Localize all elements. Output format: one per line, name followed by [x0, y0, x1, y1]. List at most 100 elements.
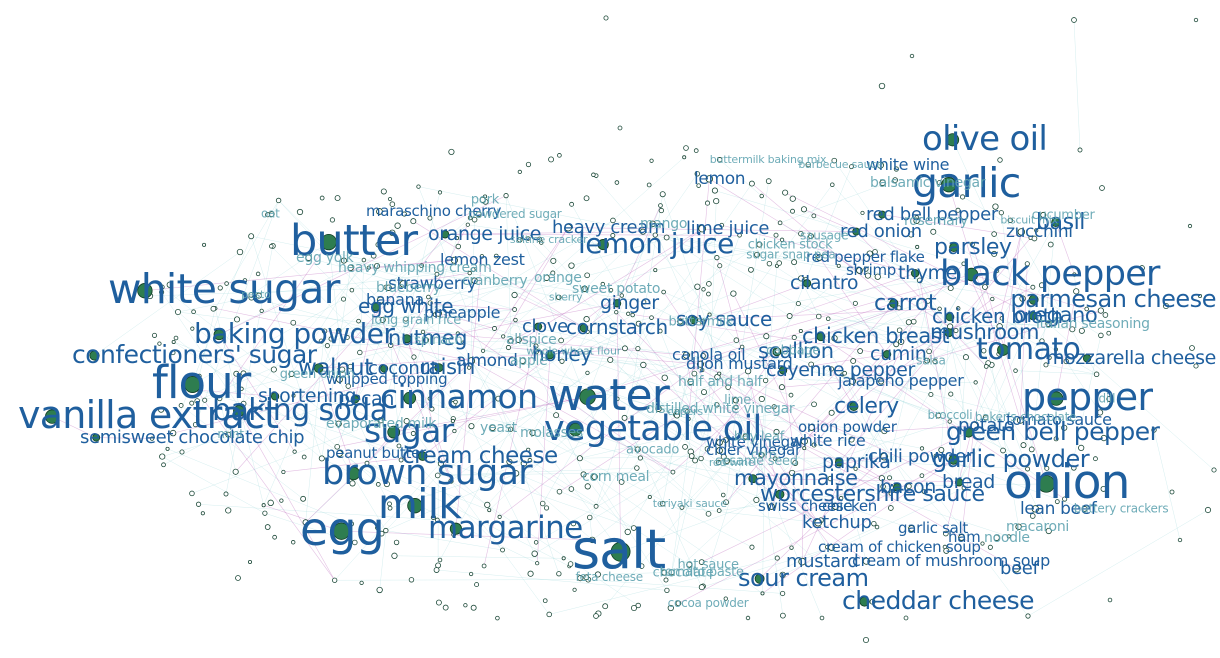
ingredient-node[interactable]	[449, 522, 462, 535]
ingredient-node[interactable]	[335, 420, 342, 427]
ingredient-node[interactable]	[399, 280, 407, 288]
ingredient-node[interactable]	[958, 534, 965, 541]
ingredient-node[interactable]	[371, 302, 381, 312]
ingredient-node[interactable]	[407, 498, 423, 514]
ingredient-node[interactable]	[387, 425, 401, 439]
ingredient-node[interactable]	[556, 294, 562, 301]
ingredient-node[interactable]	[336, 450, 343, 457]
ingredient-label[interactable]: cream of mushroom soup	[852, 551, 1050, 570]
ingredient-label[interactable]: raisin	[420, 355, 475, 379]
ingredient-node[interactable]	[963, 427, 974, 438]
ingredient-label[interactable]: lime	[724, 393, 751, 408]
ingredient-label[interactable]: swiss cheese	[758, 497, 853, 515]
ingredient-label[interactable]: zucchini	[1006, 222, 1073, 242]
ingredient-node[interactable]	[686, 561, 693, 568]
ingredient-label[interactable]: white wine	[866, 155, 950, 174]
ingredient-label[interactable]: tomato sauce	[1006, 410, 1112, 429]
ingredient-label[interactable]: heavy whipping cream	[338, 260, 492, 276]
ingredient-node[interactable]	[876, 161, 884, 169]
ingredient-label[interactable]: long grain rice	[371, 313, 461, 328]
ingredient-node[interactable]	[92, 433, 101, 442]
ingredient-label[interactable]: brown sugar	[322, 453, 534, 493]
ingredient-label[interactable]: red pepper flake	[806, 248, 925, 266]
ingredient-node[interactable]	[332, 522, 351, 540]
ingredient-node[interactable]	[1081, 506, 1088, 512]
ingredient-node[interactable]	[403, 391, 417, 405]
ingredient-label[interactable]: onion powder	[798, 418, 898, 436]
ingredient-node[interactable]	[698, 224, 707, 233]
ingredient-node[interactable]	[892, 483, 902, 492]
ingredient-label[interactable]: almond	[456, 351, 518, 371]
ingredient-label[interactable]: clove	[522, 316, 568, 337]
ingredient-label[interactable]: cinnamon	[380, 377, 538, 416]
ingredient-node[interactable]	[479, 196, 486, 203]
ingredient-node[interactable]	[689, 315, 699, 325]
ingredient-node[interactable]	[814, 518, 823, 527]
ingredient-label[interactable]: sweet potato	[572, 281, 660, 297]
ingredient-label[interactable]: cheddar cheese	[842, 586, 1035, 615]
ingredient-label[interactable]: italian seasoning	[1036, 316, 1150, 332]
ingredient-label[interactable]: cornstarch	[566, 315, 668, 339]
ingredient-label[interactable]: parmesan cheese	[1010, 285, 1216, 313]
ingredient-label[interactable]: thyme	[898, 262, 957, 284]
ingredient-node[interactable]	[581, 285, 588, 292]
ingredient-label[interactable]: green onion	[280, 367, 355, 382]
ingredient-label[interactable]: allspice	[506, 332, 557, 348]
ingredient-node[interactable]	[935, 412, 942, 419]
ingredient-node[interactable]	[543, 274, 550, 281]
ingredient-label[interactable]: cream cheese	[402, 443, 558, 469]
ingredient-node[interactable]	[313, 363, 324, 373]
ingredient-node[interactable]	[385, 284, 392, 291]
ingredient-node[interactable]	[610, 541, 631, 562]
ingredient-label[interactable]: chili powder	[868, 446, 974, 467]
ingredient-label[interactable]: bacon	[880, 476, 936, 498]
ingredient-label[interactable]: lean beef	[1020, 499, 1098, 519]
ingredient-node[interactable]	[754, 573, 765, 584]
ingredient-node[interactable]	[834, 458, 844, 467]
ingredient-label[interactable]: chicken breast	[802, 324, 950, 348]
ingredient-node[interactable]	[716, 157, 723, 163]
ingredient-node[interactable]	[346, 466, 361, 481]
ingredient-node[interactable]	[545, 350, 555, 360]
ingredient-label[interactable]: cranberry	[462, 273, 528, 289]
ingredient-label[interactable]: honey	[532, 342, 593, 366]
ingredient-node[interactable]	[270, 392, 280, 401]
ingredient-label[interactable]: butter	[290, 216, 419, 266]
ingredient-label[interactable]: vanilla extract	[18, 393, 279, 437]
ingredient-label[interactable]: cucumber	[1032, 208, 1096, 223]
ingredient-node[interactable]	[213, 329, 225, 341]
ingredient-node[interactable]	[568, 422, 583, 437]
ingredient-node[interactable]	[579, 323, 589, 333]
ingredient-label[interactable]: egg	[300, 502, 385, 556]
ingredient-node[interactable]	[1028, 311, 1038, 321]
ingredient-node[interactable]	[1051, 217, 1061, 228]
ingredient-label[interactable]: shrimp	[846, 261, 896, 279]
ingredient-label[interactable]: pesto	[241, 288, 271, 301]
ingredient-node[interactable]	[880, 452, 889, 461]
ingredient-label[interactable]: peanut butter	[326, 444, 427, 462]
ingredient-node[interactable]	[471, 277, 478, 284]
ingredient-label[interactable]: biscuit mix	[1000, 214, 1058, 227]
ingredient-node[interactable]	[517, 237, 523, 243]
ingredient-node[interactable]	[655, 405, 662, 412]
ingredient-label[interactable]: margarine	[428, 510, 583, 546]
ingredient-label[interactable]: spinach	[414, 333, 463, 348]
ingredient-node[interactable]	[515, 336, 522, 343]
ingredient-label[interactable]: confectioners' sugar	[72, 340, 318, 369]
ingredient-node[interactable]	[597, 239, 609, 251]
ingredient-node[interactable]	[946, 133, 960, 147]
ingredient-label[interactable]: cocoa powder	[668, 596, 749, 610]
ingredient-node[interactable]	[816, 254, 823, 261]
ingredient-node[interactable]	[1012, 564, 1021, 573]
ingredient-label[interactable]: sugar snap pea	[746, 247, 835, 261]
ingredient-node[interactable]	[634, 446, 641, 453]
ingredient-label[interactable]: cider vinegar	[706, 441, 802, 459]
ingredient-node[interactable]	[832, 503, 839, 510]
ingredient-label[interactable]: ham	[948, 528, 981, 546]
ingredient-label[interactable]: white sugar	[108, 265, 341, 313]
ingredient-label[interactable]: mayonnaise	[734, 466, 858, 490]
ingredient-node[interactable]	[591, 473, 598, 480]
ingredient-label[interactable]: shortening	[258, 385, 357, 407]
ingredient-node[interactable]	[1031, 505, 1039, 513]
